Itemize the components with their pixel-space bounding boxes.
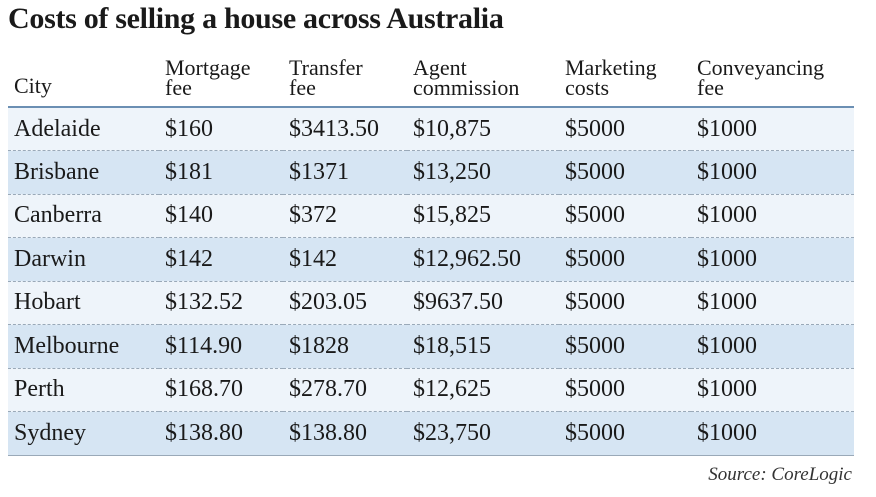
- city-cell: Sydney: [14, 419, 86, 446]
- mortgage-fee-cell: $138.80: [165, 419, 243, 446]
- header-city: City: [14, 73, 52, 98]
- transfer-fee-cell: $372: [289, 202, 337, 229]
- transfer-fee-cell: $138.80: [289, 419, 367, 446]
- table-row: Adelaide $160 $3413.50 $10,875 $5000 $10…: [8, 107, 854, 151]
- transfer-fee-cell: $278.70: [289, 376, 367, 403]
- conveyancing-fee-cell: $1000: [697, 202, 757, 229]
- city-cell: Perth: [14, 376, 65, 403]
- header-conveyancing-fee: Conveyancing fee: [697, 55, 825, 100]
- marketing-costs-cell: $5000: [565, 158, 625, 185]
- table-row: Canberra $140 $372 $15,825 $5000 $1000: [8, 194, 854, 238]
- mortgage-fee-cell: $181: [165, 158, 213, 185]
- marketing-costs-cell: $5000: [565, 115, 625, 142]
- conveyancing-fee-cell: $1000: [697, 115, 757, 142]
- marketing-costs-cell: $5000: [565, 202, 625, 229]
- transfer-fee-cell: $203.05: [289, 289, 367, 316]
- mortgage-fee-cell: $142: [165, 245, 213, 272]
- cost-table-container: City Mortgage fee Transfer fee Agent commis…: [8, 55, 854, 456]
- city-cell: Melbourne: [14, 332, 120, 359]
- transfer-fee-cell: $1371: [289, 158, 349, 185]
- agent-commission-cell: $12,625: [413, 376, 491, 403]
- conveyancing-fee-cell: $1000: [697, 289, 757, 316]
- city-cell: Adelaide: [14, 115, 101, 142]
- agent-commission-cell: $13,250: [413, 158, 491, 185]
- source-credit: Source: CoreLogic: [708, 464, 852, 485]
- agent-commission-cell: $10,875: [413, 115, 491, 142]
- mortgage-fee-cell: $132.52: [165, 289, 243, 316]
- agent-commission-cell: $9637.50: [413, 289, 503, 316]
- marketing-costs-cell: $5000: [565, 245, 625, 272]
- agent-commission-cell: $18,515: [413, 332, 491, 359]
- conveyancing-fee-cell: $1000: [697, 419, 757, 446]
- header-marketing-costs: Marketing costs: [565, 55, 657, 100]
- marketing-costs-cell: $5000: [565, 289, 625, 316]
- mortgage-fee-cell: $160: [165, 115, 213, 142]
- conveyancing-fee-cell: $1000: [697, 245, 757, 272]
- city-cell: Canberra: [14, 202, 102, 229]
- table-row: Perth $168.70 $278.70 $12,625 $5000 $100…: [8, 368, 854, 412]
- table-row: Hobart $132.52 $203.05 $9637.50 $5000 $1…: [8, 281, 854, 325]
- marketing-costs-cell: $5000: [565, 376, 625, 403]
- header-agent-commission: Agent commission: [413, 55, 520, 100]
- agent-commission-cell: $15,825: [413, 202, 491, 229]
- mortgage-fee-cell: $168.70: [165, 376, 243, 403]
- marketing-costs-cell: $5000: [565, 332, 625, 359]
- marketing-costs-cell: $5000: [565, 419, 625, 446]
- transfer-fee-cell: $3413.50: [289, 115, 379, 142]
- table-header-row: City Mortgage fee Transfer fee Agent commis…: [8, 55, 854, 107]
- agent-commission-cell: $12,962.50: [413, 245, 521, 272]
- city-cell: Brisbane: [14, 158, 100, 185]
- table-row: Darwin $142 $142 $12,962.50 $5000 $1000: [8, 237, 854, 281]
- mortgage-fee-cell: $114.90: [165, 332, 243, 359]
- conveyancing-fee-cell: $1000: [697, 376, 757, 403]
- cost-table: City Mortgage fee Transfer fee Agent commis…: [8, 55, 854, 456]
- mortgage-fee-cell: $140: [165, 202, 213, 229]
- conveyancing-fee-cell: $1000: [697, 332, 757, 359]
- table-row: Brisbane $181 $1371 $13,250 $5000 $1000: [8, 150, 854, 194]
- city-cell: Hobart: [14, 289, 81, 316]
- page-title: Costs of selling a house across Australi…: [8, 2, 504, 35]
- table-row: Sydney $138.80 $138.80 $23,750 $5000 $10…: [8, 411, 854, 455]
- transfer-fee-cell: $1828: [289, 332, 349, 359]
- header-mortgage-fee: Mortgage fee: [165, 55, 251, 100]
- city-cell: Darwin: [14, 245, 86, 272]
- header-transfer-fee: Transfer fee: [289, 55, 363, 100]
- table-row: Melbourne $114.90 $1828 $18,515 $5000 $1…: [8, 324, 854, 368]
- transfer-fee-cell: $142: [289, 245, 337, 272]
- conveyancing-fee-cell: $1000: [697, 158, 757, 185]
- agent-commission-cell: $23,750: [413, 419, 491, 446]
